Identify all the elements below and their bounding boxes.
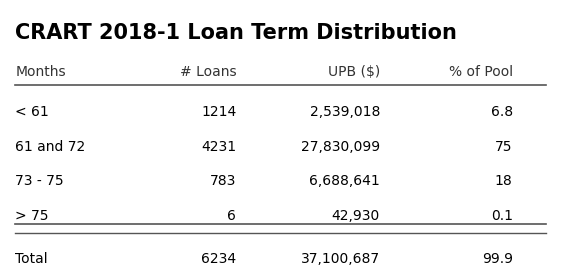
Text: 783: 783 <box>210 175 237 188</box>
Text: 27,830,099: 27,830,099 <box>301 140 380 153</box>
Text: 2,539,018: 2,539,018 <box>310 105 380 119</box>
Text: 6234: 6234 <box>201 252 237 266</box>
Text: 6,688,641: 6,688,641 <box>310 175 380 188</box>
Text: 37,100,687: 37,100,687 <box>301 252 380 266</box>
Text: 75: 75 <box>495 140 512 153</box>
Text: UPB ($): UPB ($) <box>328 65 380 79</box>
Text: 73 - 75: 73 - 75 <box>15 175 64 188</box>
Text: < 61: < 61 <box>15 105 49 119</box>
Text: % of Pool: % of Pool <box>449 65 512 79</box>
Text: CRART 2018-1 Loan Term Distribution: CRART 2018-1 Loan Term Distribution <box>15 23 457 43</box>
Text: 4231: 4231 <box>201 140 237 153</box>
Text: 6: 6 <box>227 209 237 224</box>
Text: 18: 18 <box>495 175 512 188</box>
Text: 42,930: 42,930 <box>332 209 380 224</box>
Text: 99.9: 99.9 <box>482 252 512 266</box>
Text: 61 and 72: 61 and 72 <box>15 140 86 153</box>
Text: 0.1: 0.1 <box>491 209 512 224</box>
Text: Months: Months <box>15 65 66 79</box>
Text: Total: Total <box>15 252 48 266</box>
Text: 6.8: 6.8 <box>491 105 512 119</box>
Text: > 75: > 75 <box>15 209 48 224</box>
Text: 1214: 1214 <box>201 105 237 119</box>
Text: # Loans: # Loans <box>180 65 237 79</box>
